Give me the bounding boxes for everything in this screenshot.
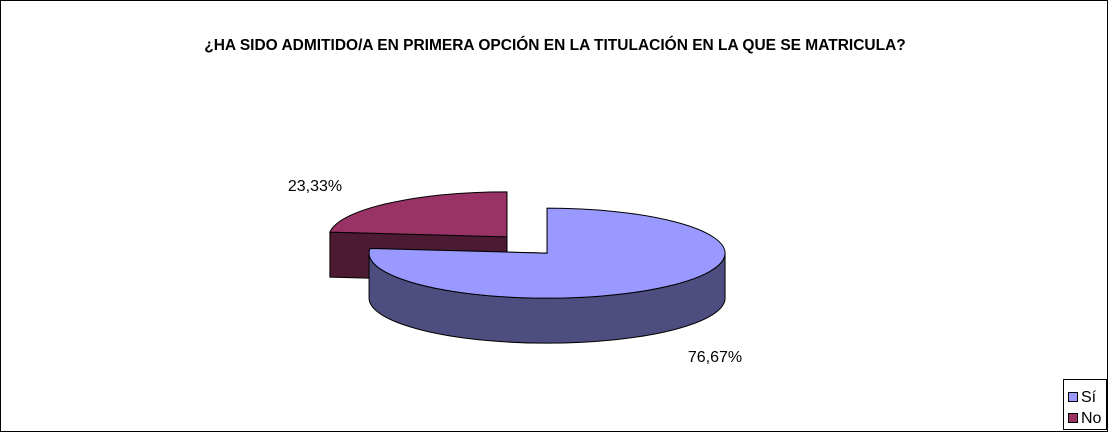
data-label: 23,33% xyxy=(288,178,342,195)
chart-title: ¿HA SIDO ADMITIDO/A EN PRIMERA OPCIÓN EN… xyxy=(204,37,906,54)
legend-label: Sí xyxy=(1081,389,1097,406)
data-label: 76,67% xyxy=(688,349,742,366)
legend-swatch xyxy=(1068,392,1078,402)
legend-label: No xyxy=(1081,410,1102,427)
legend-swatch xyxy=(1068,413,1078,423)
pie-slice xyxy=(368,207,726,299)
pie-slice xyxy=(329,191,508,238)
